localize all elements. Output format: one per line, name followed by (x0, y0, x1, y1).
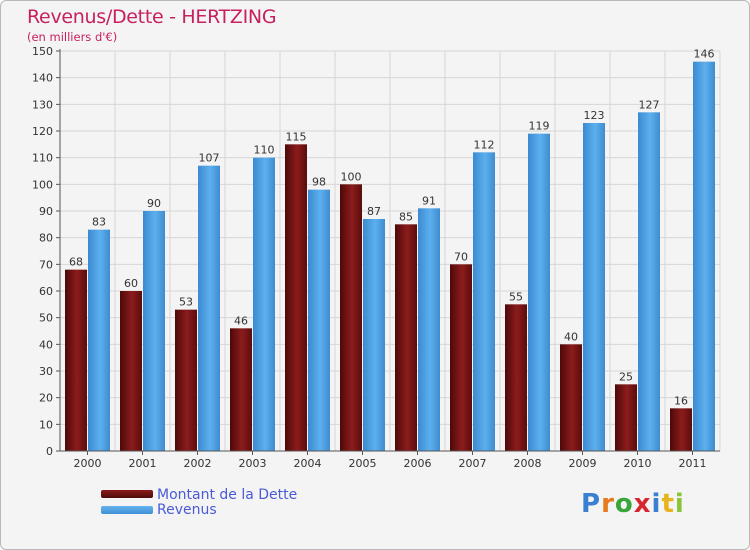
x-tick-label: 2005 (349, 457, 377, 470)
y-tick-label: 90 (39, 205, 53, 218)
data-label-dette: 46 (234, 314, 248, 327)
y-tick-label: 60 (39, 285, 53, 298)
y-tick-label: 40 (39, 338, 53, 351)
bar-revenus (198, 165, 220, 451)
chart-title: Revenus/Dette - HERTZING (27, 6, 277, 28)
legend-label-revenus: Revenus (157, 502, 217, 518)
data-label-revenus: 107 (199, 152, 220, 165)
data-label-revenus: 146 (694, 48, 715, 61)
data-label-dette: 68 (69, 256, 83, 269)
bar-dette (175, 309, 197, 451)
bar-dette (560, 344, 582, 451)
y-tick-label: 0 (46, 445, 53, 458)
bar-dette (285, 144, 307, 452)
bar-dette (505, 304, 527, 451)
logo-letter: t (661, 489, 675, 519)
chart-subtitle: (en milliers d'€) (27, 30, 118, 44)
data-label-dette: 53 (179, 296, 193, 309)
legend-swatch-revenus (101, 506, 153, 514)
bar-dette (230, 328, 252, 451)
data-label-revenus: 98 (312, 176, 326, 189)
bar-revenus (88, 229, 110, 451)
logo-letter: o (614, 489, 634, 519)
x-tick-label: 2009 (569, 457, 597, 470)
bar-revenus (528, 133, 550, 451)
data-label-dette: 60 (124, 277, 138, 290)
y-tick-label: 100 (32, 178, 53, 191)
y-tick-label: 70 (39, 258, 53, 271)
x-tick-label: 2000 (74, 457, 102, 470)
bar-dette (340, 184, 362, 452)
data-label-revenus: 112 (474, 138, 495, 151)
data-label-dette: 40 (564, 330, 578, 343)
x-tick-label: 2007 (459, 457, 487, 470)
y-tick-label: 150 (32, 45, 53, 58)
data-label-dette: 55 (509, 290, 523, 303)
bar-revenus (473, 152, 495, 452)
data-label-revenus: 83 (92, 216, 106, 229)
x-tick-label: 2008 (514, 457, 542, 470)
x-tick-label: 2001 (129, 457, 157, 470)
bar-dette (450, 264, 472, 451)
x-tick-label: 2002 (184, 457, 212, 470)
data-label-revenus: 87 (367, 205, 381, 218)
bar-revenus (143, 211, 165, 451)
bar-revenus (418, 208, 440, 451)
y-tick-label: 30 (39, 365, 53, 378)
bar-revenus (583, 123, 605, 451)
bar-dette (670, 408, 692, 451)
y-tick-label: 110 (32, 152, 53, 165)
x-tick-label: 2010 (624, 457, 652, 470)
bar-revenus (363, 219, 385, 451)
y-tick-label: 50 (39, 312, 53, 325)
data-label-dette: 85 (399, 210, 413, 223)
y-tick-label: 80 (39, 232, 53, 245)
data-label-dette: 25 (619, 370, 633, 383)
data-label-revenus: 127 (639, 98, 660, 111)
bar-dette (395, 224, 417, 451)
data-label-dette: 70 (454, 250, 468, 263)
y-tick-label: 130 (32, 98, 53, 111)
y-tick-label: 120 (32, 125, 53, 138)
x-tick-label: 2006 (404, 457, 432, 470)
x-tick-label: 2011 (679, 457, 707, 470)
logo-letter: r (601, 489, 615, 519)
bar-revenus (638, 112, 660, 451)
logo-letter: x (633, 489, 652, 519)
data-label-revenus: 119 (529, 120, 550, 133)
x-tick-label: 2004 (294, 457, 322, 470)
legend-label-dette: Montant de la Dette (157, 487, 298, 503)
y-tick-label: 140 (32, 72, 53, 85)
data-label-revenus: 123 (584, 109, 605, 122)
bar-revenus (308, 189, 330, 451)
x-tick-label: 2003 (239, 457, 267, 470)
bar-revenus (693, 61, 715, 452)
logo-letter: i (674, 489, 685, 519)
bar-revenus (253, 157, 275, 451)
proxiti-logo: Proxiti (581, 489, 685, 519)
y-tick-label: 10 (39, 418, 53, 431)
y-tick-label: 20 (39, 392, 53, 405)
legend-swatch-dette (101, 490, 153, 498)
data-label-dette: 115 (286, 130, 307, 143)
data-label-revenus: 91 (422, 194, 436, 207)
data-label-revenus: 110 (254, 144, 275, 157)
logo-letter: i (651, 489, 662, 519)
bar-dette (615, 384, 637, 451)
data-label-revenus: 90 (147, 197, 161, 210)
bar-dette (120, 291, 142, 451)
data-label-dette: 100 (341, 170, 362, 183)
data-label-dette: 16 (674, 394, 688, 407)
logo-letter: P (581, 489, 602, 519)
bar-dette (65, 269, 87, 451)
